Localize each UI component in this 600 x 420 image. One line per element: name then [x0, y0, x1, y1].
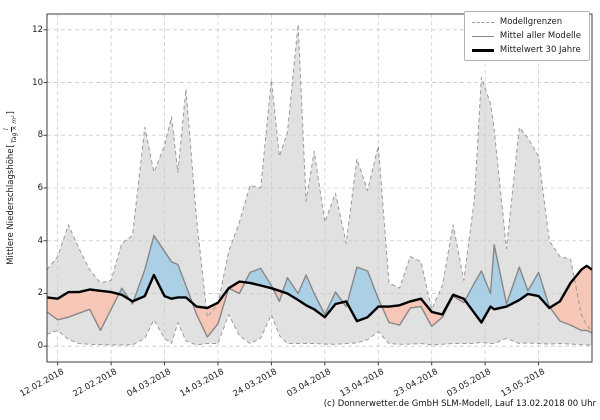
legend: Modellgrenzen Mittel aller Modelle Mitte…	[463, 11, 590, 61]
dashed-line-swatch-icon	[471, 21, 494, 23]
y-tick-label: 6	[37, 183, 43, 193]
model-min-line	[47, 314, 592, 346]
y-axis-unit-bracket-open: [	[6, 144, 16, 148]
y-axis-unit-bracket-close: ]	[6, 111, 16, 115]
y-tick-label: 10	[32, 77, 43, 88]
legend-label: Mittel aller Modelle	[499, 31, 581, 41]
model-mean-line	[47, 234, 592, 338]
y-tick-label: 0	[37, 341, 43, 352]
model-max-line	[47, 24, 592, 333]
legend-label: Modellgrenzen	[499, 17, 563, 27]
legend-item-modellgrenzen: Modellgrenzen	[471, 17, 581, 27]
y-axis-label-text: Mittlere Niederschlagshöhe	[6, 148, 16, 265]
legend-item-mittel-aller-modelle: Mittel aller Modelle	[471, 31, 581, 41]
solid-line-swatch-icon	[471, 35, 494, 37]
thick-line-swatch-icon	[471, 48, 494, 52]
y-tick-label: 4	[37, 235, 43, 246]
mean-30y-line	[47, 264, 592, 324]
legend-label: Mittelwert 30 Jahre	[499, 45, 581, 55]
y-tick-label: 2	[37, 288, 43, 299]
legend-item-mittelwert-30-jahre: Mittelwert 30 Jahre	[471, 45, 581, 55]
y-axis-label: Mittlere Niederschlagshöhe [ l Tag × m² …	[3, 111, 18, 265]
y-tick-label: 12	[32, 24, 43, 35]
model-range-band	[47, 24, 592, 346]
y-tick-label: 8	[37, 130, 43, 141]
y-axis-unit-fraction: l Tag × m²	[3, 116, 18, 144]
copyright-caption: (c) Donnerwetter.de GmbH SLM-Modell, Lau…	[323, 399, 596, 409]
